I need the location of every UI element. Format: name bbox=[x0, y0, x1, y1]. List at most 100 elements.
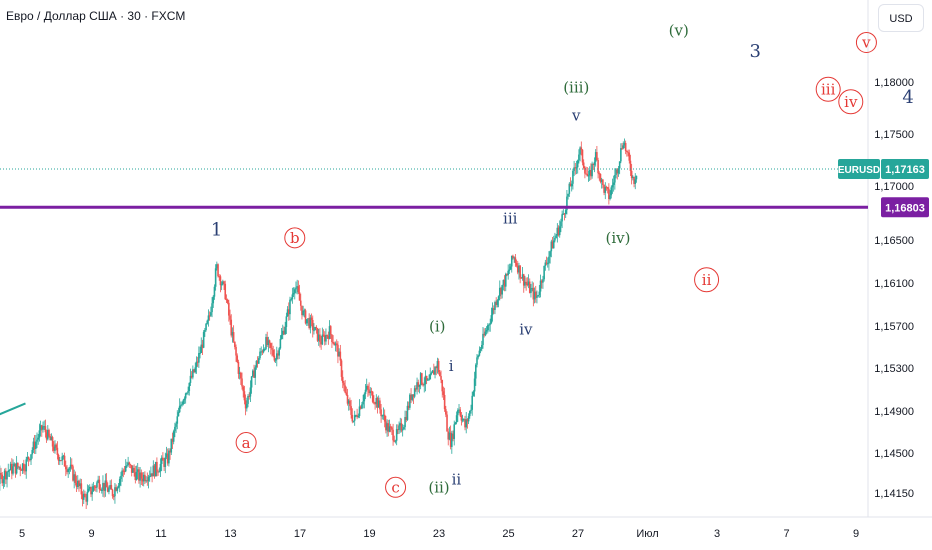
chart-title: Евро / Доллар США · 30 · FXCM bbox=[6, 9, 186, 23]
candle-body bbox=[297, 286, 300, 293]
candle-body bbox=[177, 412, 180, 417]
candle-body bbox=[41, 425, 43, 430]
candle-body bbox=[423, 384, 426, 386]
last-price-label: 1,17163 bbox=[885, 164, 925, 176]
candle-body bbox=[231, 332, 234, 336]
candle-body bbox=[634, 179, 637, 184]
candle-body bbox=[225, 299, 228, 301]
candle-body bbox=[431, 370, 434, 373]
candle-body bbox=[579, 147, 581, 155]
candle-body bbox=[162, 457, 164, 461]
candle-body bbox=[108, 488, 110, 492]
candle-body bbox=[542, 279, 544, 283]
candle-body bbox=[291, 294, 294, 300]
candle-body bbox=[120, 475, 122, 480]
wave-label: (iii) bbox=[563, 78, 589, 96]
candle-body bbox=[160, 457, 163, 464]
candle-body bbox=[580, 147, 583, 150]
candle-body bbox=[217, 264, 219, 277]
time-tick-label: 9 bbox=[853, 528, 859, 540]
candle-body bbox=[249, 387, 252, 397]
candle-body bbox=[328, 326, 331, 339]
candle-body bbox=[172, 431, 175, 442]
candle-body bbox=[170, 438, 173, 453]
candle-body bbox=[412, 394, 415, 397]
candle-body bbox=[250, 376, 253, 388]
candle-body bbox=[115, 487, 117, 491]
candle-body bbox=[442, 391, 445, 395]
candle-body bbox=[271, 347, 273, 350]
symbol-badge bbox=[838, 159, 880, 180]
candle-body bbox=[92, 486, 95, 492]
candle-body bbox=[122, 470, 125, 472]
candle-body bbox=[596, 152, 598, 161]
candle-body bbox=[530, 288, 532, 293]
candle-body bbox=[416, 382, 418, 390]
candle-body bbox=[304, 310, 307, 324]
candle-body bbox=[45, 432, 48, 440]
candle-body bbox=[50, 437, 53, 441]
candle-body bbox=[398, 425, 400, 430]
candle-body bbox=[635, 175, 638, 180]
time-tick-label: 3 bbox=[714, 528, 720, 540]
candle-body bbox=[600, 179, 603, 182]
candle-body bbox=[218, 276, 221, 278]
candle-body bbox=[129, 464, 132, 466]
candle-body bbox=[545, 262, 548, 264]
candle-body bbox=[103, 482, 105, 491]
candle-body bbox=[247, 395, 249, 404]
candle-body bbox=[244, 400, 247, 409]
candle-body bbox=[164, 457, 167, 467]
candle-body bbox=[588, 170, 591, 176]
currency-button[interactable]: USD bbox=[878, 4, 924, 32]
candle-body bbox=[226, 299, 229, 303]
candle-body bbox=[81, 494, 84, 500]
candle-body bbox=[111, 489, 114, 497]
candle-body bbox=[375, 397, 378, 404]
candle-body bbox=[458, 409, 460, 411]
candle-body bbox=[344, 385, 346, 393]
candle-body bbox=[446, 414, 448, 432]
candle-body bbox=[293, 289, 296, 293]
candle-body bbox=[199, 353, 201, 355]
candle-body bbox=[214, 268, 217, 287]
candle-body bbox=[272, 349, 274, 356]
candle-body bbox=[632, 176, 634, 179]
candle-body bbox=[576, 160, 579, 168]
candle-body bbox=[190, 375, 193, 378]
price-tick-label: 1,16500 bbox=[874, 235, 914, 247]
candle-body bbox=[187, 391, 189, 393]
candle-body bbox=[0, 472, 1, 484]
candle-body bbox=[309, 317, 312, 329]
candle-body bbox=[88, 486, 91, 489]
candle-body bbox=[18, 466, 20, 468]
wave-label-circle bbox=[385, 476, 407, 498]
wave-label: iii bbox=[503, 210, 518, 228]
candle-body bbox=[319, 334, 321, 343]
candle-body bbox=[359, 406, 362, 409]
candle-body bbox=[224, 283, 227, 300]
candle-body bbox=[572, 170, 574, 184]
candle-body bbox=[467, 416, 470, 422]
candle-body bbox=[9, 463, 12, 471]
candle-body bbox=[75, 482, 78, 487]
level-price-label: 1,16803 bbox=[885, 202, 925, 214]
candle-body bbox=[506, 274, 508, 276]
candle-body bbox=[478, 350, 481, 356]
candle-body bbox=[592, 163, 595, 165]
candle-body bbox=[261, 351, 264, 353]
candle-body bbox=[229, 315, 231, 320]
candle-body bbox=[434, 367, 436, 375]
candle-body bbox=[355, 415, 357, 417]
candle-body bbox=[124, 466, 127, 472]
candle-body bbox=[1, 474, 4, 484]
candle-body bbox=[30, 454, 32, 461]
candle-body bbox=[238, 372, 241, 374]
candle-body bbox=[38, 430, 41, 438]
candle-body bbox=[404, 417, 406, 428]
wave-label: v bbox=[861, 34, 871, 52]
candle-body bbox=[148, 476, 151, 478]
candle-body bbox=[575, 167, 578, 169]
candle-body bbox=[430, 372, 433, 374]
